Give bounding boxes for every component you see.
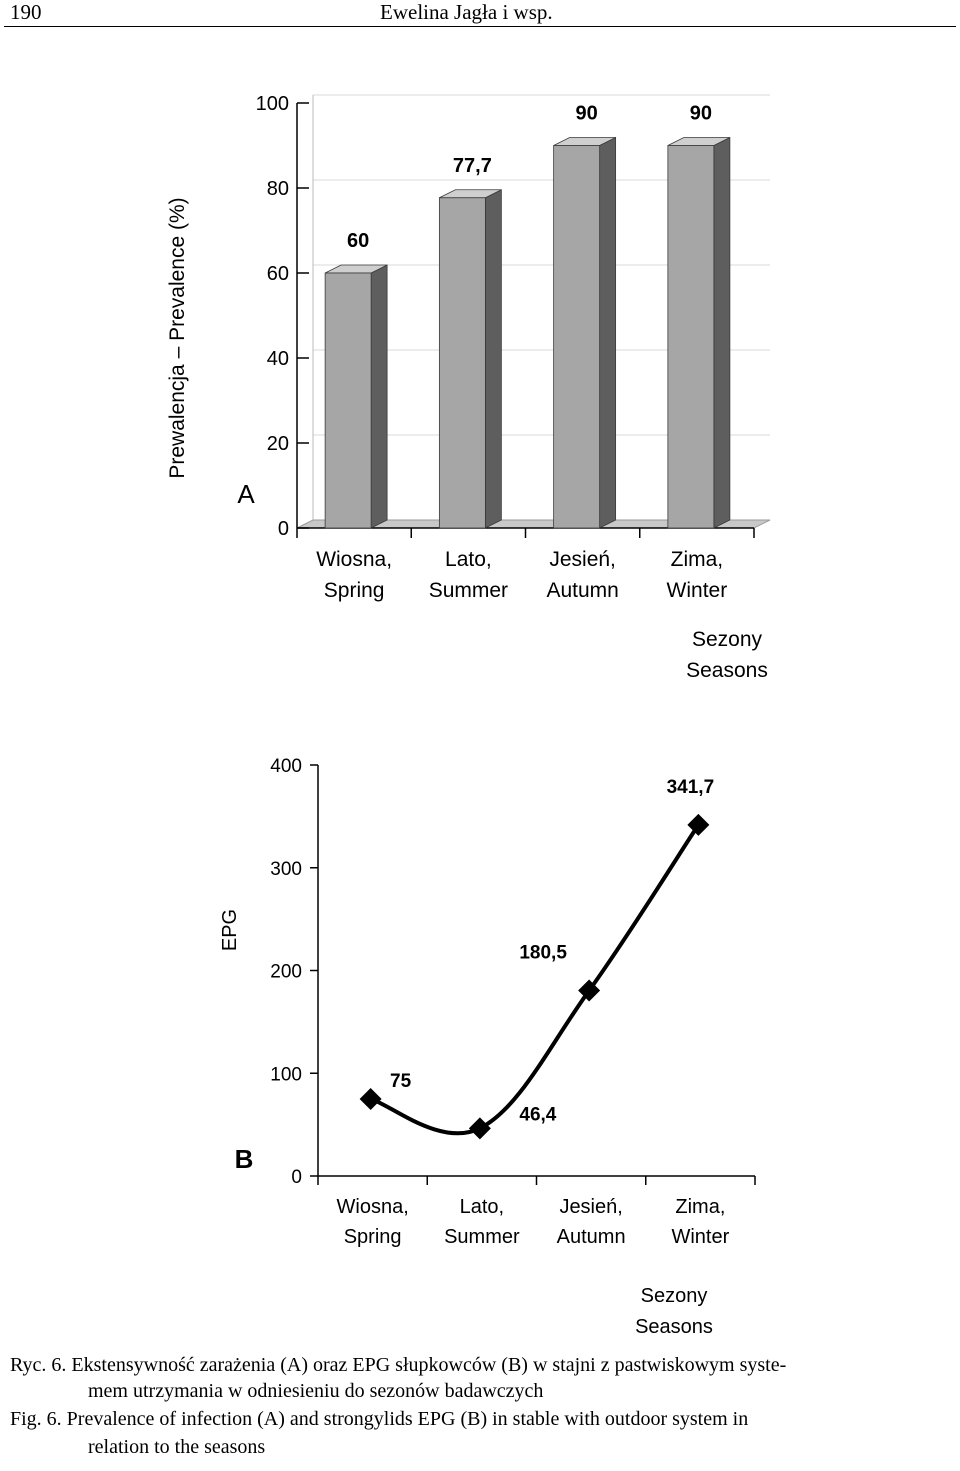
page-number: 190 — [10, 0, 42, 24]
bar-side — [713, 136, 731, 529]
x-tick-label: Autumn — [546, 579, 618, 602]
x-tick-label: Zima, — [675, 1196, 725, 1218]
y-tick-label: 200 — [270, 962, 302, 983]
x-tick-label: Winter — [667, 579, 728, 602]
chart-a-bars — [324, 136, 731, 529]
data-label: 46,4 — [519, 1104, 556, 1125]
data-label: 341,7 — [667, 777, 715, 798]
x-tick-label: Spring — [344, 1226, 402, 1248]
x-tick-label: Jesień, — [559, 1196, 622, 1218]
chart-b-series — [359, 813, 710, 1140]
y-tick-label: 60 — [267, 263, 289, 285]
x-tick-label: Summer — [429, 579, 508, 602]
data-label: 90 — [576, 103, 598, 125]
data-point — [359, 1087, 382, 1110]
x-tick-label: Winter — [671, 1226, 729, 1248]
data-point — [578, 979, 601, 1002]
data-label: 75 — [390, 1071, 412, 1092]
bar — [667, 145, 715, 529]
data-point — [468, 1117, 491, 1140]
y-tick-label: 0 — [278, 518, 289, 540]
caption-pl-line-2: mem utrzymania w odniesieniu do sezonów … — [88, 1380, 544, 1402]
bar — [438, 197, 486, 529]
data-label: 77,7 — [453, 155, 492, 177]
chart-a-labels: 0 20 40 60 80 100 60 Wiosna, Spring 77,7 Lato, Summ… — [166, 93, 768, 682]
y-axis-title: Prewalencja – Prevalence (%) — [166, 197, 189, 478]
y-tick-label: 100 — [270, 1064, 302, 1085]
chart-b-labels: 0 100 200 300 400 75 46,4 180,5 341,7 Wiosna, Spri… — [219, 756, 730, 1338]
y-tick-label: 40 — [267, 348, 289, 370]
y-tick-label: 20 — [267, 433, 289, 455]
x-tick-label: Lato, — [460, 1196, 504, 1218]
bar-side — [484, 189, 502, 529]
data-label: 60 — [347, 230, 369, 252]
x-tick-label: Wiosna, — [316, 548, 392, 571]
y-axis-title: EPG — [219, 909, 241, 951]
chart-a-prevalence: 0 20 40 60 80 100 60 Wiosna, Spring 77,7 Lato, Summ… — [166, 93, 771, 682]
y-tick-label: 400 — [270, 756, 302, 777]
series-line — [369, 823, 701, 1136]
x-tick-label: Wiosna, — [337, 1196, 409, 1218]
y-tick-label: 0 — [291, 1167, 302, 1188]
bar-side — [370, 264, 388, 529]
chart-b-axes — [310, 764, 756, 1185]
caption-pl-line-1: Ryc. 6. Ekstensywność zarażenia (A) oraz… — [10, 1354, 787, 1376]
bar-side — [599, 136, 617, 529]
x-axis-title: Seasons — [686, 659, 768, 682]
caption-en-line-1: Fig. 6. Prevalence of infection (A) and … — [10, 1408, 749, 1430]
y-tick-label: 300 — [270, 859, 302, 880]
page-header: 190 Ewelina Jagła i wsp. — [0, 0, 960, 28]
bar — [553, 145, 601, 529]
bar — [324, 272, 372, 529]
y-tick-label: 100 — [256, 93, 289, 115]
data-label: 90 — [690, 103, 712, 125]
running-title: Ewelina Jagła i wsp. — [380, 0, 553, 24]
x-tick-label: Jesień, — [549, 548, 616, 571]
x-axis-title: Sezony — [641, 1285, 708, 1307]
x-tick-label: Zima, — [671, 548, 724, 571]
panel-label: B — [235, 1144, 254, 1174]
y-tick-label: 80 — [267, 178, 289, 200]
panel-label: A — [237, 479, 255, 509]
x-axis-title: Sezony — [692, 628, 763, 651]
x-tick-label: Lato, — [445, 548, 492, 571]
header-rule — [4, 26, 956, 27]
chart-b-epg: 0 100 200 300 400 75 46,4 180,5 341,7 Wiosna, Spri… — [219, 756, 756, 1338]
x-tick-label: Autumn — [557, 1226, 626, 1248]
caption-en-line-2: relation to the seasons — [88, 1436, 266, 1458]
data-point — [687, 813, 710, 836]
x-tick-label: Summer — [444, 1226, 520, 1248]
x-tick-label: Spring — [324, 579, 385, 602]
x-axis-title: Seasons — [635, 1316, 713, 1338]
data-label: 180,5 — [519, 943, 567, 964]
